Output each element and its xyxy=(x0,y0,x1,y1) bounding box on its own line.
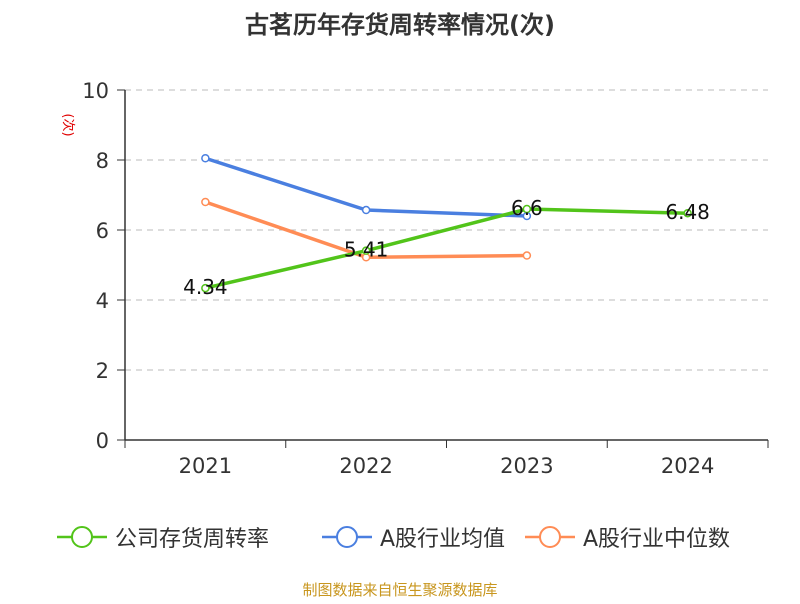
source-note: 制图数据来自恒生聚源数据库 xyxy=(302,581,497,599)
y-tick-label: 2 xyxy=(96,359,109,383)
y-tick-label: 0 xyxy=(96,429,109,453)
y-tick-label: 8 xyxy=(96,149,109,173)
data-label: 6.48 xyxy=(665,200,710,224)
data-point xyxy=(201,197,210,207)
y-tick-label: 4 xyxy=(96,289,109,313)
legend-marker-icon xyxy=(71,526,93,548)
data-point xyxy=(361,246,371,255)
y-tick-label: 6 xyxy=(96,219,109,243)
data-point xyxy=(522,204,532,214)
x-tick-label: 2021 xyxy=(179,454,232,478)
data-point xyxy=(361,205,371,215)
data-label: 4.34 xyxy=(183,275,228,299)
x-tick-label: 2022 xyxy=(339,454,392,478)
data-point xyxy=(522,251,532,260)
legend-label: 公司存货周转率 xyxy=(115,527,269,552)
chart-title: 古茗历年存货周转率情况(次) xyxy=(245,11,555,39)
legend-marker-icon xyxy=(336,526,358,548)
legend-marker-icon xyxy=(539,526,561,548)
x-tick-label: 2024 xyxy=(661,454,714,478)
data-point xyxy=(201,283,210,293)
series-line xyxy=(204,207,688,290)
x-tick-label: 2023 xyxy=(500,454,553,478)
data-point xyxy=(201,154,210,163)
data-label: 5.41 xyxy=(344,238,389,262)
data-point xyxy=(683,208,692,218)
y-tick-label: 10 xyxy=(82,79,109,103)
data-label: 6.6 xyxy=(511,196,543,220)
y-axis-label: (次) xyxy=(60,113,76,136)
legend-label: A股行业均值 xyxy=(380,527,505,552)
legend-label: A股行业中位数 xyxy=(583,527,730,552)
